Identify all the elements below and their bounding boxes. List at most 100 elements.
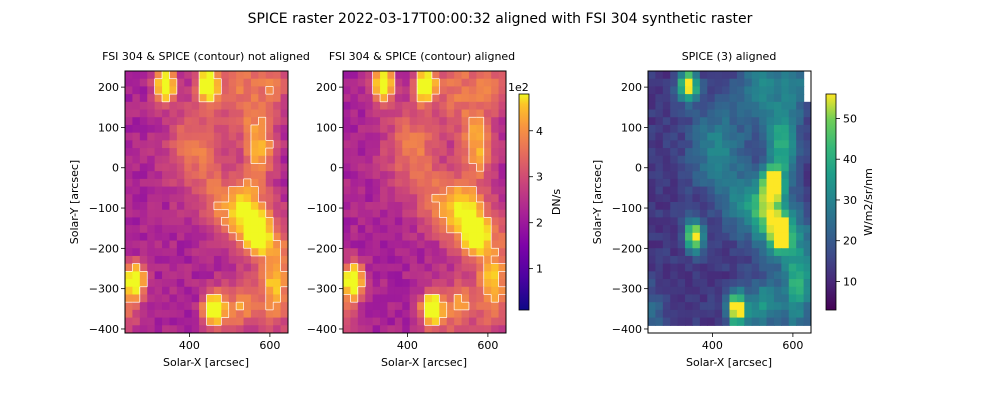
heatmap-cell <box>685 163 694 172</box>
heatmap-cell <box>446 271 455 280</box>
heatmap-cell <box>125 240 134 249</box>
heatmap-cell <box>402 255 411 265</box>
heatmap-cell <box>191 78 200 88</box>
heatmap-cell <box>265 86 274 95</box>
heatmap-cell <box>446 279 455 288</box>
heatmap-cell <box>468 186 477 195</box>
heatmap-cell <box>154 117 163 126</box>
heatmap-cell <box>139 86 148 95</box>
heatmap-cell <box>228 117 237 126</box>
heatmap-cell <box>439 124 448 134</box>
heatmap-cell <box>685 94 694 103</box>
heatmap-cell <box>243 163 252 172</box>
heatmap-cell <box>147 255 156 265</box>
heatmap-cell <box>788 117 797 126</box>
heatmap-cell <box>446 132 455 141</box>
heatmap-cell <box>365 209 374 219</box>
heatmap-cell <box>258 124 267 134</box>
heatmap-cell <box>468 217 477 226</box>
heatmap-cell <box>139 240 148 249</box>
heatmap-cell <box>365 248 374 257</box>
heatmap-cell <box>357 71 366 80</box>
heatmap-cell <box>402 294 411 303</box>
heatmap-cell <box>491 78 500 88</box>
heatmap-cell <box>498 240 506 249</box>
heatmap-cell <box>476 202 485 211</box>
heatmap-cell <box>243 186 252 195</box>
y-tick-label: −400 <box>612 323 642 336</box>
heatmap-cell <box>265 148 274 157</box>
heatmap-cell <box>280 240 288 249</box>
heatmap-cell <box>380 186 389 195</box>
heatmap-cell <box>685 86 694 95</box>
heatmap-cell <box>125 209 134 219</box>
heatmap-cell <box>169 186 178 195</box>
heatmap-cell <box>184 255 193 265</box>
heatmap-cell <box>125 140 134 149</box>
heatmap-cell <box>707 124 716 134</box>
heatmap-cell <box>788 209 797 219</box>
heatmap-cell <box>491 225 500 234</box>
heatmap-cell <box>343 225 352 234</box>
heatmap-cell <box>343 271 352 280</box>
y-tick-label: 100 <box>98 121 119 134</box>
heatmap-cell <box>273 86 282 95</box>
heatmap-cell <box>692 101 701 111</box>
heatmap-cell <box>714 279 723 288</box>
heatmap-cell <box>199 225 208 234</box>
heatmap-cell <box>250 148 259 157</box>
heatmap-cell <box>402 101 411 111</box>
heatmap-cell <box>759 94 768 103</box>
heatmap-cell <box>184 109 193 118</box>
heatmap-cell <box>796 86 805 95</box>
heatmap-cell <box>781 232 790 242</box>
heatmap-cell <box>191 240 200 249</box>
heatmap-cell <box>662 294 671 303</box>
heatmap-cell <box>132 263 141 272</box>
heatmap-cell <box>394 248 403 257</box>
heatmap-cell <box>243 263 252 272</box>
heatmap-cell <box>648 194 657 203</box>
heatmap-cell <box>417 94 426 103</box>
heatmap-cell <box>803 255 811 265</box>
heatmap-cell <box>206 325 215 333</box>
heatmap-cell <box>476 286 485 296</box>
heatmap-cell <box>648 225 657 234</box>
heatmap-cell <box>372 294 381 303</box>
heatmap-cell <box>648 240 657 249</box>
heatmap-cell <box>228 232 237 242</box>
heatmap-cell <box>191 194 200 203</box>
heatmap-cell <box>213 294 222 303</box>
heatmap-cell <box>431 232 440 242</box>
heatmap-cell <box>751 263 760 272</box>
heatmap-cell <box>258 94 267 103</box>
heatmap-cell <box>162 248 171 257</box>
heatmap-cell <box>184 248 193 257</box>
heatmap-cell <box>446 124 455 134</box>
heatmap-cell <box>125 94 134 103</box>
heatmap-cell <box>803 124 811 134</box>
heatmap-cell <box>176 117 185 126</box>
heatmap-cell <box>199 163 208 172</box>
heatmap-cell <box>213 132 222 141</box>
heatmap-cell <box>796 255 805 265</box>
colorbar-tick-label: 4 <box>536 125 543 138</box>
heatmap-cell <box>206 209 215 219</box>
heatmap-cell <box>357 263 366 272</box>
heatmap-cell <box>803 202 811 211</box>
heatmap-cell <box>736 255 745 265</box>
heatmap-cell <box>431 194 440 203</box>
heatmap-cell <box>280 317 288 326</box>
heatmap-cell <box>692 240 701 249</box>
heatmap-cell <box>394 255 403 265</box>
heatmap-cell <box>751 155 760 165</box>
heatmap-cell <box>491 178 500 188</box>
heatmap-cell <box>424 202 433 211</box>
heatmap-cell <box>491 279 500 288</box>
heatmap-cell <box>424 78 433 88</box>
heatmap-cell <box>184 209 193 219</box>
heatmap-cell <box>699 225 708 234</box>
heatmap-cell <box>236 209 245 219</box>
heatmap-cell <box>394 263 403 272</box>
heatmap-cell <box>213 163 222 172</box>
